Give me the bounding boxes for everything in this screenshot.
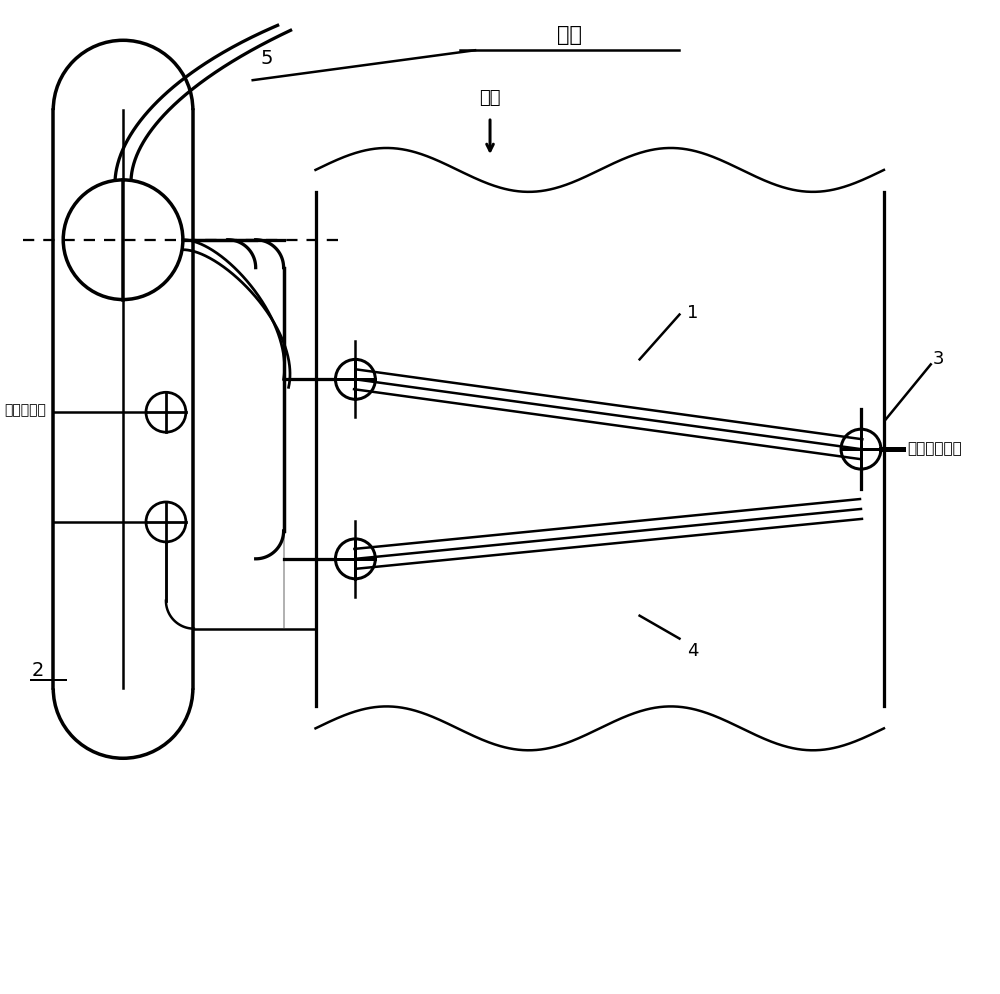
Text: 汽包: 汽包 <box>557 25 582 46</box>
Text: 外来蝑汽入口: 外来蝑汽入口 <box>907 441 962 456</box>
Text: 5: 5 <box>261 49 273 69</box>
Text: 2: 2 <box>31 661 44 680</box>
Text: 4: 4 <box>687 641 699 660</box>
Text: 物料: 物料 <box>479 89 501 107</box>
Text: 主蝑汽出口: 主蝑汽出口 <box>4 404 46 417</box>
Text: 1: 1 <box>687 303 699 321</box>
Text: 3: 3 <box>933 351 944 369</box>
